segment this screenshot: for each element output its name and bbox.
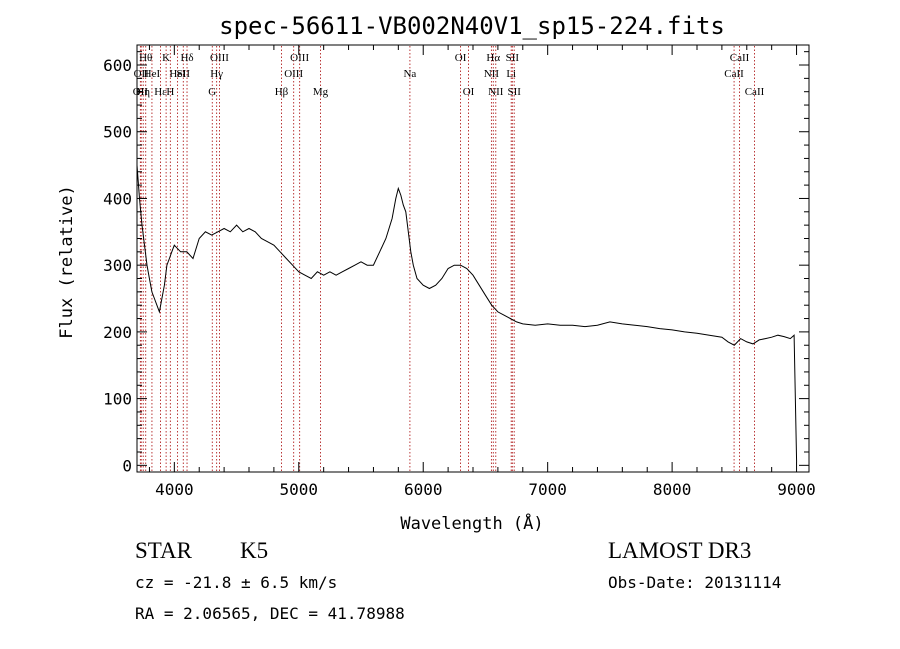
line-marker-label: CaII — [745, 86, 765, 98]
x-tick-label: 4000 — [155, 480, 194, 499]
emission-line-markers — [139, 46, 755, 471]
y-tick-label: 400 — [103, 189, 132, 208]
line-marker-label: Hγ — [210, 68, 223, 80]
line-marker-label: HeI — [169, 68, 186, 80]
line-marker-label: CaII — [724, 68, 744, 80]
line-marker-label: K — [162, 52, 170, 64]
x-tick-label: 7000 — [528, 480, 567, 499]
observation-date: Obs-Date: 20131114 — [608, 573, 782, 592]
line-marker-label: OI — [463, 86, 475, 98]
line-marker-label: Hδ — [180, 52, 193, 64]
line-marker-label: Mg — [313, 86, 329, 98]
line-marker-label: CaII — [730, 52, 750, 64]
line-marker-label: OIII — [290, 52, 309, 64]
x-tick-label: 5000 — [280, 480, 319, 499]
line-marker-label: Hη — [136, 86, 150, 98]
y-tick-label: 300 — [103, 256, 132, 275]
y-axis: 0 100 200 300 400 500 600 — [103, 51, 809, 475]
object-class: STAR — [135, 538, 192, 563]
line-marker-label: Hθ — [139, 52, 152, 64]
line-marker-label: SII — [506, 52, 520, 64]
line-marker-label: Hα — [486, 52, 500, 64]
plot-frame — [136, 44, 810, 473]
spectrum-line — [136, 165, 798, 463]
object-subclass: K5 — [240, 538, 269, 563]
survey-name: LAMOST DR3 — [608, 538, 752, 563]
line-marker-label: Li — [506, 68, 516, 80]
line-marker-label: Na — [403, 68, 416, 80]
line-marker-label: HeI — [144, 68, 161, 80]
line-marker-label: SII — [177, 68, 191, 80]
emission-line-labels: OIIOIIHηHθHeIHεKHHeISIIHδGHγOIIIHβOIIIOI… — [133, 52, 765, 98]
line-marker-label: Hε — [154, 86, 167, 98]
sky-coordinates: RA = 2.06565, DEC = 41.78988 — [135, 604, 405, 623]
line-marker-label: NII — [488, 86, 504, 98]
line-marker-label: Hβ — [275, 86, 289, 98]
y-tick-label: 0 — [122, 456, 132, 475]
line-marker-label: G — [208, 86, 216, 98]
x-tick-label: 9000 — [777, 480, 816, 499]
x-tick-label: 8000 — [653, 480, 692, 499]
line-marker-label: SII — [507, 86, 521, 98]
line-marker-label: OIII — [284, 68, 303, 80]
redshift-velocity: cz = -21.8 ± 6.5 km/s — [135, 573, 338, 592]
y-tick-label: 100 — [103, 390, 132, 409]
y-tick-label: 200 — [103, 323, 132, 342]
line-marker-label: OI — [455, 52, 467, 64]
x-tick-label: 6000 — [404, 480, 443, 499]
x-axis-label: Wavelength (Å) — [400, 512, 543, 534]
line-marker-label: H — [166, 86, 174, 98]
y-tick-label: 500 — [103, 123, 132, 142]
line-marker-label: NII — [484, 68, 500, 80]
x-axis: 4000 5000 6000 7000 8000 9000 — [148, 45, 816, 499]
y-axis-label: Flux (relative) — [57, 185, 77, 339]
line-marker-label: OIII — [210, 52, 229, 64]
chart-title: spec-56611-VB002N40V1_sp15-224.fits — [219, 12, 725, 40]
y-tick-label: 600 — [103, 56, 132, 75]
